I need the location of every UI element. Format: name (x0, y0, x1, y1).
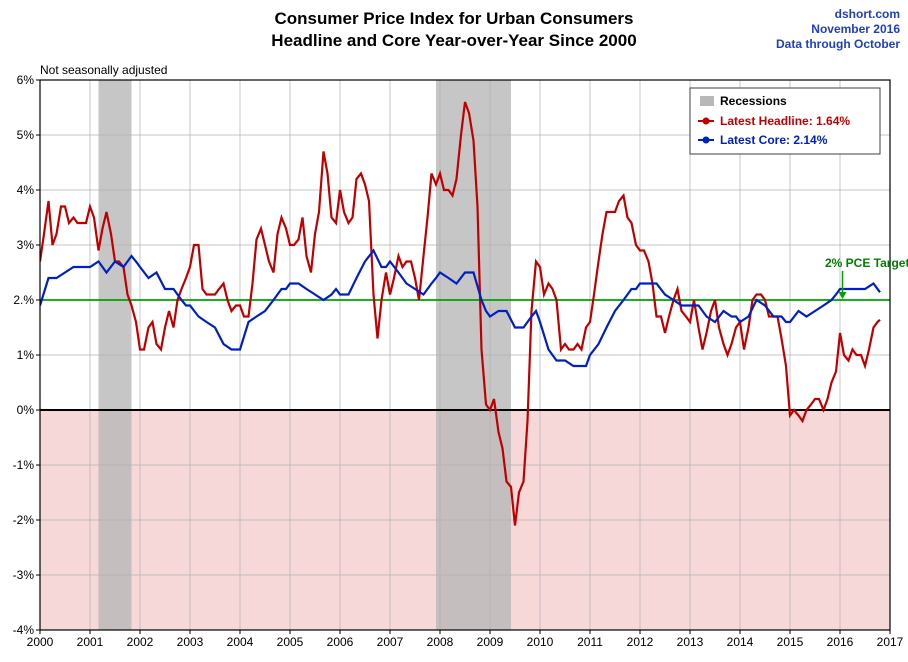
y-axis-label: 5% (17, 128, 35, 142)
legend-swatch-recession (700, 96, 714, 106)
attribution-site: dshort.com (835, 7, 900, 21)
x-axis-label: 2002 (127, 635, 154, 649)
y-axis-label: 1% (17, 348, 35, 362)
y-axis-label: 3% (17, 238, 35, 252)
x-axis-label: 2016 (827, 635, 854, 649)
y-axis-label: 2.% (13, 293, 34, 307)
x-axis-label: 2014 (727, 635, 754, 649)
attribution-data: Data through October (776, 37, 900, 51)
chart-container: -4%-3%-2%-1%0%1%2.%3%4%5%6%2000200120022… (0, 0, 908, 662)
x-axis-label: 2009 (477, 635, 504, 649)
chart-title-2: Headline and Core Year-over-Year Since 2… (271, 31, 636, 50)
x-axis-label: 2001 (77, 635, 104, 649)
x-axis-label: 2012 (627, 635, 654, 649)
y-axis-label: 0% (17, 403, 35, 417)
x-axis-label: 2004 (227, 635, 254, 649)
y-axis-label: -3% (13, 568, 35, 582)
x-axis-label: 2017 (877, 635, 904, 649)
x-axis-label: 2003 (177, 635, 204, 649)
x-axis-label: 2010 (527, 635, 554, 649)
chart-title-1: Consumer Price Index for Urban Consumers (275, 9, 634, 28)
y-axis-label: 6% (17, 73, 35, 87)
legend-marker-headline (703, 118, 710, 125)
legend-marker-core (703, 137, 710, 144)
x-axis-label: 2000 (27, 635, 54, 649)
y-axis-label: -1% (13, 458, 35, 472)
y-axis-label: 4% (17, 183, 35, 197)
x-axis-label: 2011 (577, 635, 603, 649)
target-label: 2% PCE Target (825, 256, 908, 270)
x-axis-label: 2005 (277, 635, 304, 649)
legend-label-recessions: Recessions (720, 94, 787, 108)
x-axis-label: 2013 (677, 635, 704, 649)
x-axis-label: 2007 (377, 635, 404, 649)
x-axis-label: 2008 (427, 635, 454, 649)
x-axis-label: 2006 (327, 635, 354, 649)
chart-svg: -4%-3%-2%-1%0%1%2.%3%4%5%6%2000200120022… (0, 0, 908, 662)
attribution-date: November 2016 (811, 22, 900, 36)
note-seasonal: Not seasonally adjusted (40, 63, 167, 77)
x-axis-label: 2015 (777, 635, 804, 649)
legend-label-core: Latest Core: 2.14% (720, 133, 828, 147)
legend-label-headline: Latest Headline: 1.64% (720, 114, 850, 128)
y-axis-label: -2% (13, 513, 35, 527)
